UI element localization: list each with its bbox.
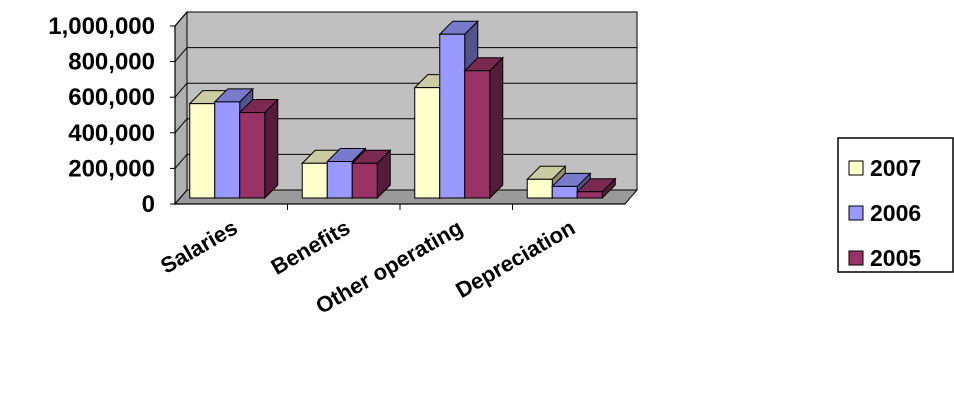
legend-swatch bbox=[848, 205, 864, 221]
gridline-side bbox=[174, 154, 188, 169]
y-tick-label: 200,000 bbox=[68, 155, 155, 182]
legend-label: 2007 bbox=[870, 155, 921, 181]
bar-front bbox=[214, 101, 241, 199]
y-tick-label: 0 bbox=[142, 191, 155, 218]
y-tick-label: 800,000 bbox=[68, 49, 155, 76]
bar bbox=[576, 177, 617, 200]
y-tick-label: 600,000 bbox=[68, 84, 155, 111]
legend-swatch bbox=[848, 160, 864, 176]
legend: 2007 2006 2005 bbox=[837, 137, 954, 273]
legend-label: 2006 bbox=[870, 200, 921, 226]
x-tick-label: Depreciation bbox=[451, 215, 579, 303]
bar-front bbox=[189, 103, 216, 199]
bar-front bbox=[301, 162, 328, 199]
x-tick-label: Benefits bbox=[267, 215, 355, 280]
bar-front bbox=[439, 33, 466, 199]
y-tick-label: 400,000 bbox=[68, 120, 155, 147]
side-wall bbox=[174, 10, 188, 206]
bar-side bbox=[264, 98, 279, 200]
legend-swatch bbox=[848, 250, 864, 266]
y-tick-labels: 0 200,000 400,000 600,000 800,000 1,000,000 bbox=[48, 13, 155, 218]
bar-front bbox=[239, 112, 266, 199]
bar-front bbox=[464, 70, 491, 199]
gridline-side bbox=[174, 82, 188, 98]
bars bbox=[188, 20, 617, 200]
bar bbox=[351, 149, 392, 200]
bar-front bbox=[526, 178, 553, 199]
bar bbox=[463, 56, 504, 200]
y-tick-label: 1,000,000 bbox=[48, 13, 155, 40]
x-tick-label: Salaries bbox=[156, 215, 242, 279]
axes bbox=[174, 26, 625, 210]
bar bbox=[238, 98, 279, 200]
gridline-side bbox=[174, 118, 188, 134]
bar-front bbox=[576, 191, 603, 199]
bar-front bbox=[351, 162, 378, 199]
gridline-side bbox=[174, 11, 188, 27]
bar-front bbox=[551, 185, 578, 199]
bar-front bbox=[414, 87, 441, 199]
gridline-side bbox=[174, 47, 188, 62]
legend-label: 2005 bbox=[870, 245, 921, 271]
legend-box bbox=[837, 137, 954, 273]
bar-front bbox=[326, 161, 353, 199]
bar-side bbox=[489, 56, 504, 200]
